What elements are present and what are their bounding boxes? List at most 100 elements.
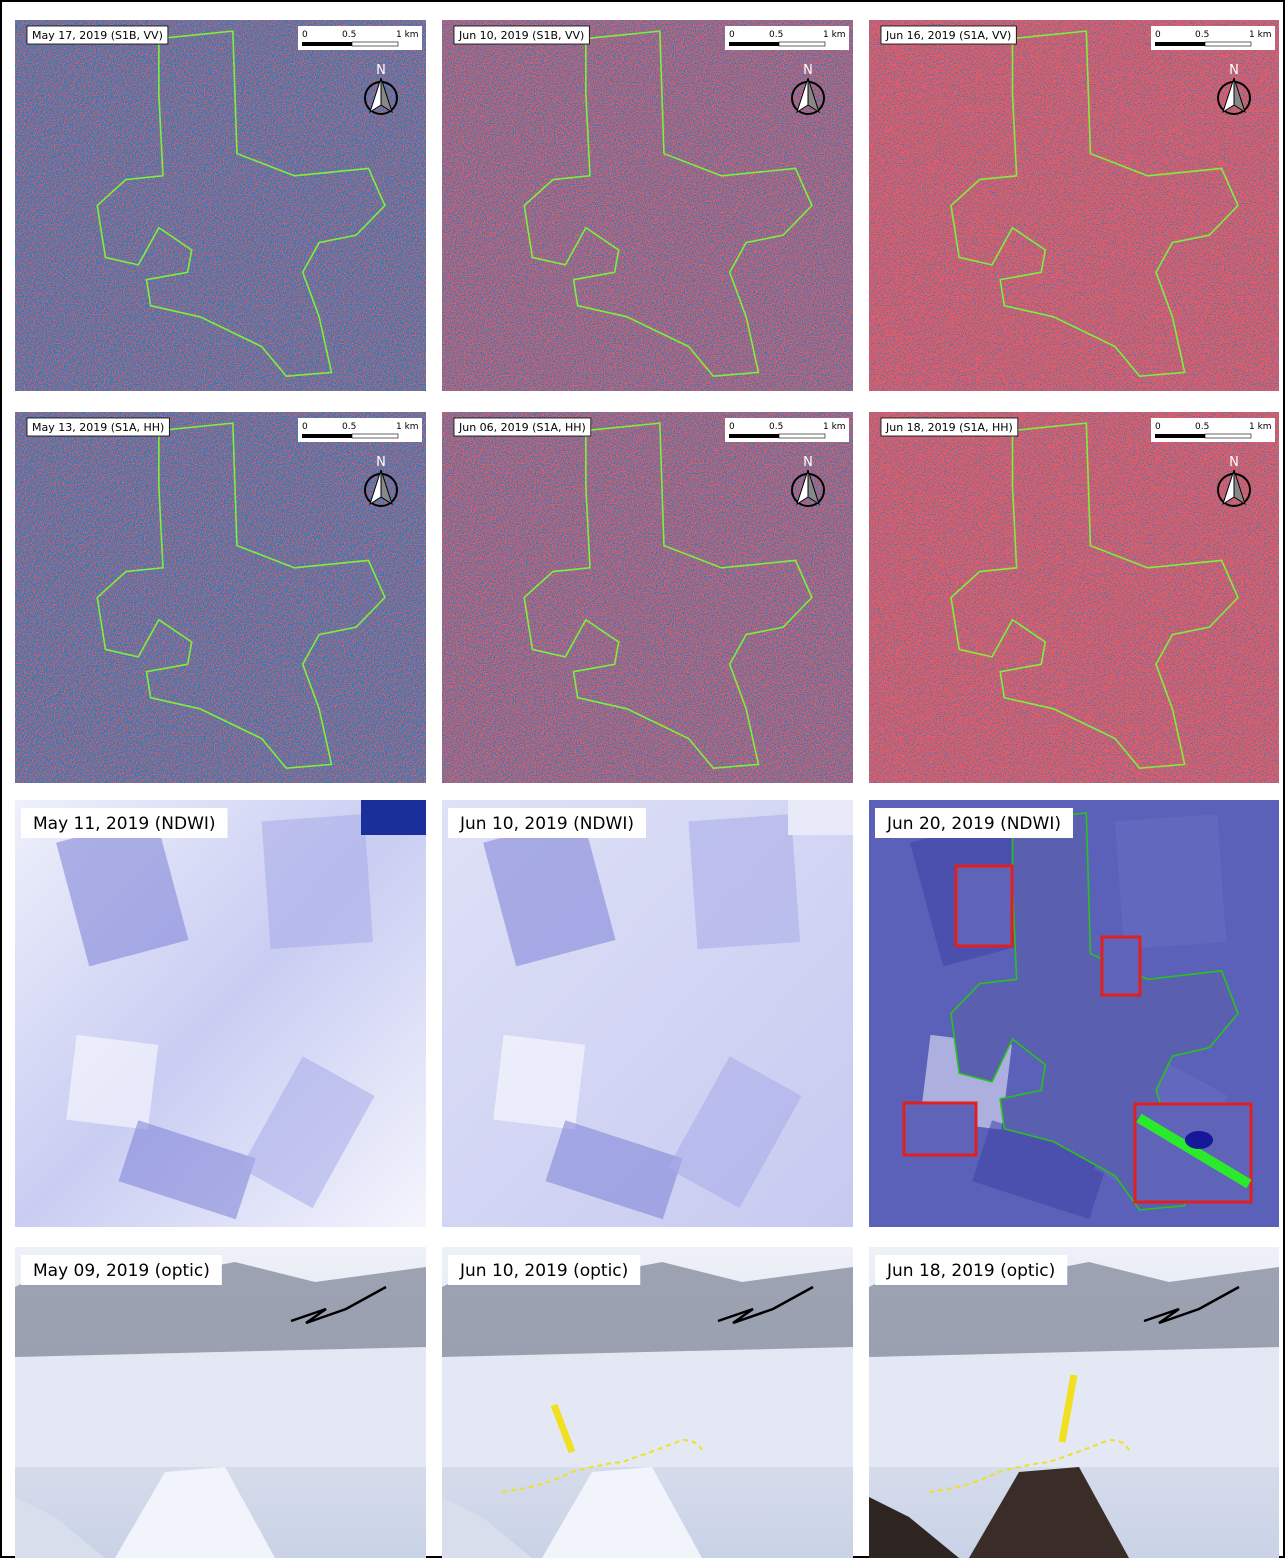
panel: Jun 10, 2019 (optic) (442, 1247, 853, 1558)
trace-line (928, 1438, 1130, 1493)
z-arrow (717, 1285, 814, 1325)
label-box (875, 808, 1073, 838)
ndwi-shade (56, 816, 189, 967)
glacier-outline (950, 30, 1239, 377)
sar-speckle (442, 20, 853, 391)
panel-image (15, 800, 426, 1227)
glacier-fill (950, 811, 1239, 1211)
north-label: N (803, 63, 813, 78)
scale-bar-white (778, 433, 826, 439)
north-arrow-right (807, 77, 820, 114)
panel-image: 0 0.5 1 km N (442, 412, 853, 783)
scale-label: 0 (729, 30, 735, 40)
label-box (875, 1255, 1068, 1285)
north-label: N (376, 455, 386, 470)
panel-label: Jun 18, 2019 (S1A, HH) (885, 421, 1013, 434)
label-box (21, 808, 228, 838)
panel: 0 0.5 1 km N Jun 10, 2019 (S1B, VV) (442, 20, 853, 391)
sar-speckle (15, 412, 426, 783)
north-arrow-right (380, 77, 393, 114)
label-box (26, 417, 170, 437)
north-arrow-right (1233, 469, 1246, 506)
scale-label: 1 km (396, 422, 419, 432)
inset-box (902, 1101, 978, 1157)
panel-image: 0 0.5 1 km N (442, 20, 853, 391)
panel-image (869, 800, 1279, 1227)
scale-label: 0 (302, 30, 308, 40)
scale-label: 0.5 (1195, 422, 1209, 432)
panel-label: May 11, 2019 (NDWI) (33, 814, 216, 834)
panel: 0 0.5 1 km N May 17, 2019 (S1B, VV) (15, 20, 426, 391)
pointer-arrow (550, 1403, 576, 1454)
glacier-outline (523, 30, 813, 377)
panel-image: 0 0.5 1 km N (15, 20, 426, 391)
sar-speckle (869, 412, 1279, 783)
scale-bar-black (729, 434, 779, 438)
scale-label: 0.5 (342, 30, 356, 40)
glacier-outline (96, 422, 386, 769)
scale-label: 0 (1155, 422, 1161, 432)
panel: 0 0.5 1 km N Jun 16, 2019 (S1A, VV) (869, 20, 1279, 391)
foreground-ridge (869, 1497, 959, 1558)
panel: Jun 10, 2019 (NDWI) (442, 800, 853, 1227)
panel: Jun 20, 2019 (NDWI) (869, 800, 1279, 1227)
panel-image: 0 0.5 1 km N (869, 412, 1279, 783)
panel: 0 0.5 1 km N May 13, 2019 (S1A, HH) (15, 412, 426, 783)
panel-label: May 17, 2019 (S1B, VV) (32, 29, 163, 42)
ndwi-shade (688, 814, 801, 950)
panel-label: Jun 10, 2019 (optic) (459, 1261, 628, 1281)
sar-speckle (869, 20, 1279, 391)
panel-image (869, 1247, 1279, 1558)
panel: 0 0.5 1 km N Jun 06, 2019 (S1A, HH) (442, 412, 853, 783)
panel-label: Jun 10, 2019 (NDWI) (459, 814, 634, 834)
label-box (26, 25, 169, 45)
foreground-ridge (15, 1497, 105, 1558)
ndwi-shade (261, 814, 374, 950)
scale-label: 1 km (823, 422, 846, 432)
ndwi-shade (1114, 814, 1227, 950)
panel-image: 0 0.5 1 km N (15, 412, 426, 783)
ndwi-shade (483, 816, 616, 967)
panel-label: Jun 16, 2019 (S1A, VV) (885, 29, 1011, 42)
scale-bar-white (1204, 41, 1252, 47)
ndwi-shade (240, 1056, 375, 1209)
scale-label: 0.5 (1195, 30, 1209, 40)
glacier-surface (15, 1357, 426, 1467)
north-label: N (1229, 455, 1239, 470)
panel-label: May 13, 2019 (S1A, HH) (32, 421, 164, 434)
panel-image: 0 0.5 1 km N (869, 20, 1279, 391)
foreground-ridge (442, 1497, 532, 1558)
north-label: N (376, 63, 386, 78)
panel-label: Jun 20, 2019 (NDWI) (886, 814, 1061, 834)
label-box (448, 808, 646, 838)
north-arrow-right (807, 469, 820, 506)
scale-bar-black (302, 42, 352, 46)
inset-pond (1185, 1131, 1213, 1149)
panel-label: May 09, 2019 (optic) (33, 1261, 210, 1281)
scale-bar-white (778, 41, 826, 47)
ndwi-shade (118, 1120, 256, 1220)
foreground-peak (969, 1467, 1129, 1558)
water-patch (361, 800, 426, 835)
scale-label: 0.5 (769, 30, 783, 40)
panel-image (15, 1247, 426, 1558)
label-box (880, 25, 1017, 45)
scale-bar-white (351, 433, 399, 439)
label-box (880, 417, 1019, 437)
scale-bar-black (302, 434, 352, 438)
z-arrow (1143, 1285, 1240, 1325)
ndwi-shade (66, 1034, 159, 1130)
sar-speckle (442, 412, 853, 783)
north-arrow-right (1233, 77, 1246, 114)
label-box (453, 25, 590, 45)
glacier-outline (523, 422, 813, 769)
panel: Jun 18, 2019 (optic) (869, 1247, 1279, 1558)
scale-label: 1 km (1249, 422, 1272, 432)
panel: May 09, 2019 (optic) (15, 1247, 426, 1558)
panel: May 11, 2019 (NDWI) (15, 800, 426, 1227)
scale-label: 0 (302, 422, 308, 432)
scale-label: 0.5 (769, 422, 783, 432)
ndwi-shade (667, 1056, 802, 1209)
panel-label: Jun 06, 2019 (S1A, HH) (458, 421, 586, 434)
